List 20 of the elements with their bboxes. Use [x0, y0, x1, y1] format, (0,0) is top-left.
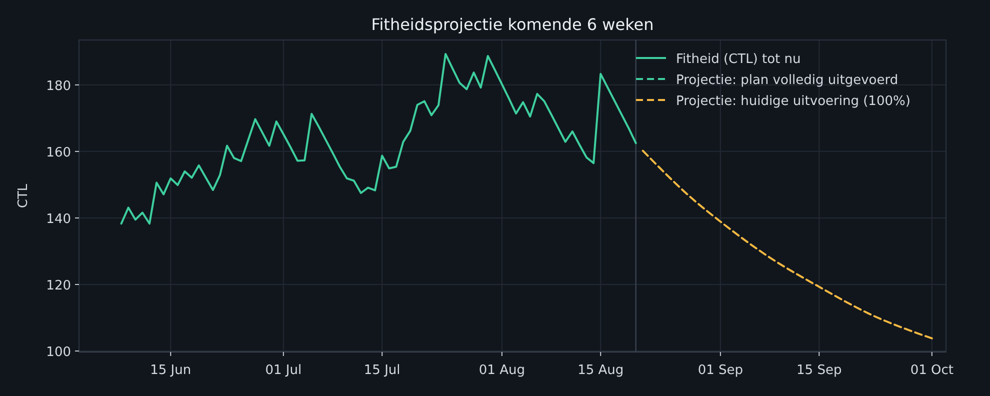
- y-axis-title: CTL: [16, 183, 31, 208]
- legend-label: Fitheid (CTL) tot nu: [676, 52, 801, 67]
- x-tick-label: 01 Oct: [910, 363, 954, 378]
- x-tick-label: 01 Aug: [478, 363, 525, 378]
- x-tick-label: 15 Jun: [150, 363, 192, 378]
- line-series: [120, 52, 637, 225]
- x-tick-label: 01 Sep: [698, 363, 744, 378]
- x-tick-label: 15 Sep: [796, 363, 842, 378]
- x-tick-label: 15 Aug: [578, 363, 624, 378]
- legend-label: Projectie: plan volledig uitgevoerd: [676, 73, 898, 88]
- x-tick-label: 15 Jul: [364, 363, 400, 378]
- y-tick-label: 160: [46, 145, 71, 160]
- y-tick-label: 140: [46, 212, 71, 227]
- y-tick-label: 100: [46, 345, 71, 360]
- legend-label: Projectie: huidige uitvoering (100%): [676, 94, 910, 109]
- line-series: [642, 150, 933, 340]
- y-tick-label: 180: [46, 78, 71, 94]
- x-tick-label: 01 Jul: [265, 363, 302, 378]
- y-tick-label: 120: [46, 278, 71, 294]
- chart-title: Fitheidsprojectie komende 6 weken: [371, 15, 654, 34]
